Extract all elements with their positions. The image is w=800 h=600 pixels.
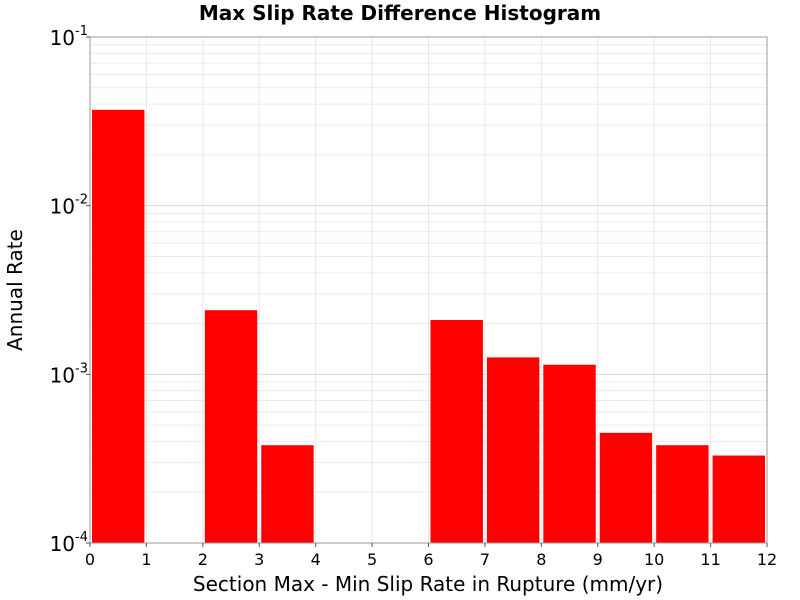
chart-title: Max Slip Rate Difference Histogram bbox=[199, 1, 601, 25]
y-tick-label: 10-4 bbox=[50, 530, 88, 556]
histogram-bar bbox=[599, 432, 653, 543]
histogram-bar bbox=[430, 319, 483, 543]
histogram-bar bbox=[543, 364, 596, 543]
histogram-bar bbox=[712, 455, 765, 543]
x-tick-label: 12 bbox=[757, 550, 777, 569]
x-tick-label: 1 bbox=[141, 550, 151, 569]
grid-lines bbox=[89, 37, 768, 544]
y-tick-label: 10-3 bbox=[50, 361, 88, 387]
x-tick-label: 4 bbox=[311, 550, 321, 569]
histogram-bar bbox=[261, 445, 314, 543]
x-tick-label: 6 bbox=[423, 550, 433, 569]
x-tick-label: 0 bbox=[85, 550, 95, 569]
y-tick-label: 10-2 bbox=[50, 193, 88, 219]
histogram-bar bbox=[656, 445, 709, 543]
x-tick-label: 5 bbox=[367, 550, 377, 569]
y-tick-label: 10-1 bbox=[50, 24, 88, 50]
bars-group bbox=[92, 109, 765, 543]
x-tick-label: 9 bbox=[593, 550, 603, 569]
x-tick-label: 10 bbox=[644, 550, 664, 569]
histogram-bar bbox=[92, 109, 145, 543]
x-axis-ticks: 0 1 2 3 4 5 6 7 8 9 10 11 12 bbox=[85, 543, 777, 569]
x-tick-label: 8 bbox=[536, 550, 546, 569]
x-axis-label: Section Max - Min Slip Rate in Rupture (… bbox=[193, 572, 663, 596]
x-tick-label: 7 bbox=[480, 550, 490, 569]
x-tick-label: 3 bbox=[254, 550, 264, 569]
histogram-bar bbox=[204, 310, 258, 543]
x-tick-label: 11 bbox=[700, 550, 720, 569]
x-tick-label: 2 bbox=[198, 550, 208, 569]
y-axis-ticks: 10-4 10-3 10-2 10-1 bbox=[50, 24, 90, 556]
histogram-bar bbox=[486, 357, 540, 543]
y-axis-label: Annual Rate bbox=[3, 229, 27, 351]
